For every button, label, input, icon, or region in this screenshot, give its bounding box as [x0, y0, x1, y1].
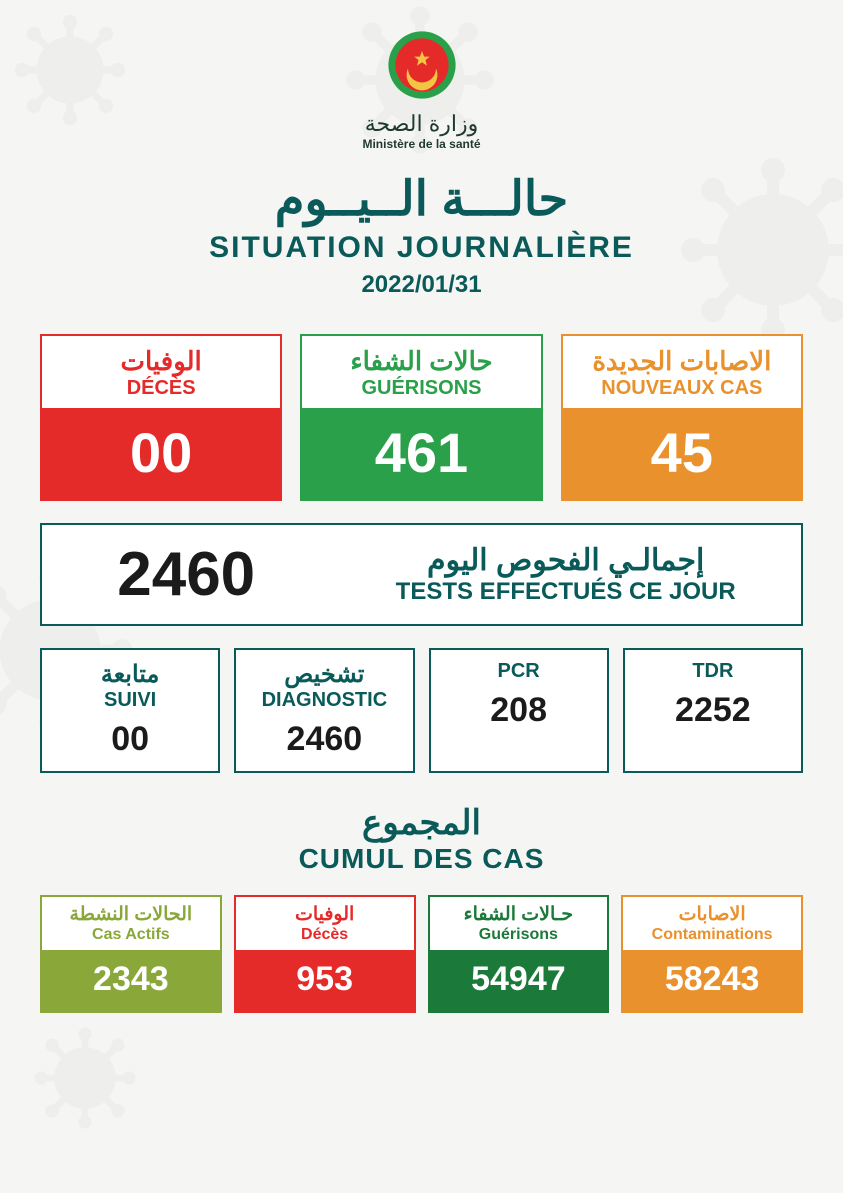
- card-nouveaux: الاصابات الجديدة NOUVEAUX CAS 45: [561, 334, 803, 501]
- tests-label-fr: TESTS EFFECTUÉS CE JOUR: [340, 578, 791, 606]
- tests-total-value: 2460: [42, 525, 330, 624]
- diagnostic-label-fr: DIAGNOSTIC: [240, 689, 408, 712]
- diagnostic-value: 2460: [240, 720, 408, 759]
- cumul-title-fr: CUMUL DES CAS: [40, 843, 803, 875]
- suivi-label-ar: متابعة: [46, 660, 214, 689]
- cumul-title-ar: المجموع: [40, 803, 803, 843]
- title-fr: SITUATION JOURNALIÈRE: [40, 231, 803, 265]
- card-actifs: الحالات النشطة Cas Actifs 2343: [40, 895, 222, 1013]
- nouveaux-label-ar: الاصابات الجديدة: [567, 346, 797, 377]
- pcr-label-fr: PCR: [435, 660, 603, 683]
- ministry-name-ar: وزارة الصحة: [40, 111, 803, 137]
- tests-total-row: 2460 إجمالـي الفحوص اليوم TESTS EFFECTUÉ…: [40, 523, 803, 626]
- actifs-label-ar: الحالات النشطة: [44, 903, 218, 926]
- cumul-guerisons-value: 54947: [430, 950, 608, 1011]
- card-contaminations: الاصابات Contaminations 58243: [621, 895, 803, 1013]
- actifs-value: 2343: [42, 950, 220, 1011]
- cell-tdr: TDR 2252: [623, 648, 803, 773]
- national-emblem-icon: [387, 30, 457, 100]
- card-cumul-guerisons: حـالات الشفاء Guérisons 54947: [428, 895, 610, 1013]
- title-ar: حالـــة الــيــوم: [40, 171, 803, 227]
- daily-stats-row: الوفيات DÉCÈS 00 حالات الشفاء GUÉRISONS …: [40, 334, 803, 501]
- actifs-label-fr: Cas Actifs: [44, 926, 218, 944]
- title-block: حالـــة الــيــوم SITUATION JOURNALIÈRE …: [40, 171, 803, 299]
- ministry-name-fr: Ministère de la santé: [40, 137, 803, 151]
- cumul-guerisons-label-ar: حـالات الشفاء: [432, 903, 606, 926]
- cumul-row: الحالات النشطة Cas Actifs 2343 الوفيات D…: [40, 895, 803, 1013]
- diagnostic-label-ar: تشخيص: [240, 660, 408, 689]
- cell-suivi: متابعة SUIVI 00: [40, 648, 220, 773]
- cell-diagnostic: تشخيص DIAGNOSTIC 2460: [234, 648, 414, 773]
- tests-total-label: إجمالـي الفحوص اليوم TESTS EFFECTUÉS CE …: [330, 525, 801, 624]
- contaminations-label-ar: الاصابات: [625, 903, 799, 926]
- card-deces: الوفيات DÉCÈS 00: [40, 334, 282, 501]
- cumul-deces-value: 953: [236, 950, 414, 1011]
- tdr-label-fr: TDR: [629, 660, 797, 683]
- deces-label-fr: DÉCÈS: [46, 377, 276, 400]
- cumul-guerisons-label-fr: Guérisons: [432, 926, 606, 944]
- suivi-value: 00: [46, 720, 214, 759]
- suivi-label-fr: SUIVI: [46, 689, 214, 712]
- guerisons-label-fr: GUÉRISONS: [306, 377, 536, 400]
- nouveaux-value: 45: [563, 408, 801, 499]
- cell-pcr: PCR 208: [429, 648, 609, 773]
- guerisons-value: 461: [302, 408, 540, 499]
- contaminations-value: 58243: [623, 950, 801, 1011]
- card-cumul-deces: الوفيات Décès 953: [234, 895, 416, 1013]
- card-guerisons: حالات الشفاء GUÉRISONS 461: [300, 334, 542, 501]
- deces-value: 00: [42, 408, 280, 499]
- deces-label-ar: الوفيات: [46, 346, 276, 377]
- tests-label-ar: إجمالـي الفحوص اليوم: [340, 543, 791, 578]
- report-date: 2022/01/31: [40, 271, 803, 299]
- infographic-page: وزارة الصحة Ministère de la santé حالـــ…: [0, 0, 843, 1043]
- nouveaux-label-fr: NOUVEAUX CAS: [567, 377, 797, 400]
- cumul-title-block: المجموع CUMUL DES CAS: [40, 803, 803, 875]
- tdr-value: 2252: [629, 691, 797, 730]
- tests-breakdown-row: متابعة SUIVI 00 تشخيص DIAGNOSTIC 2460 PC…: [40, 648, 803, 773]
- contaminations-label-fr: Contaminations: [625, 926, 799, 944]
- header-block: وزارة الصحة Ministère de la santé: [40, 30, 803, 151]
- cumul-deces-label-fr: Décès: [238, 926, 412, 944]
- guerisons-label-ar: حالات الشفاء: [306, 346, 536, 377]
- cumul-deces-label-ar: الوفيات: [238, 903, 412, 926]
- pcr-value: 208: [435, 691, 603, 730]
